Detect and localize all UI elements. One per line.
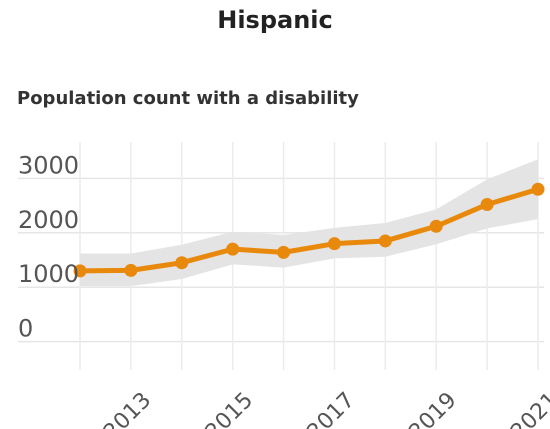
data-point [175,256,189,270]
data-point [327,237,341,251]
x-tick-label: 2013 [99,388,156,429]
confidence-band-layer [80,159,538,287]
series-line-layer [77,186,541,274]
data-point [226,242,240,256]
confidence-band [80,159,538,287]
x-tick-label: 2021 [506,388,550,429]
data-point [378,234,392,248]
data-point [429,219,443,233]
data-point [531,182,545,196]
y-tick-label: 3000 [18,151,79,179]
y-tick-label: 2000 [18,206,79,234]
chart-subtitle: Population count with a disability [17,88,359,109]
data-point [277,245,291,259]
data-point [73,264,87,278]
data-point [480,197,494,211]
chart-title: Hispanic [217,6,333,34]
y-tick-label: 0 [18,315,33,343]
x-tick-label-layer: 2013 2015 2017 2019 2021 [99,388,550,429]
series-line [77,186,541,274]
data-point-layer [73,182,545,278]
y-tick-label: 1000 [18,260,79,288]
x-tick-label: 2015 [201,388,258,429]
y-tick-label-layer: 0 1000 2000 3000 [18,151,79,342]
x-tick-label: 2017 [303,388,360,429]
x-tick-label: 2019 [404,388,461,429]
data-point [124,263,138,277]
